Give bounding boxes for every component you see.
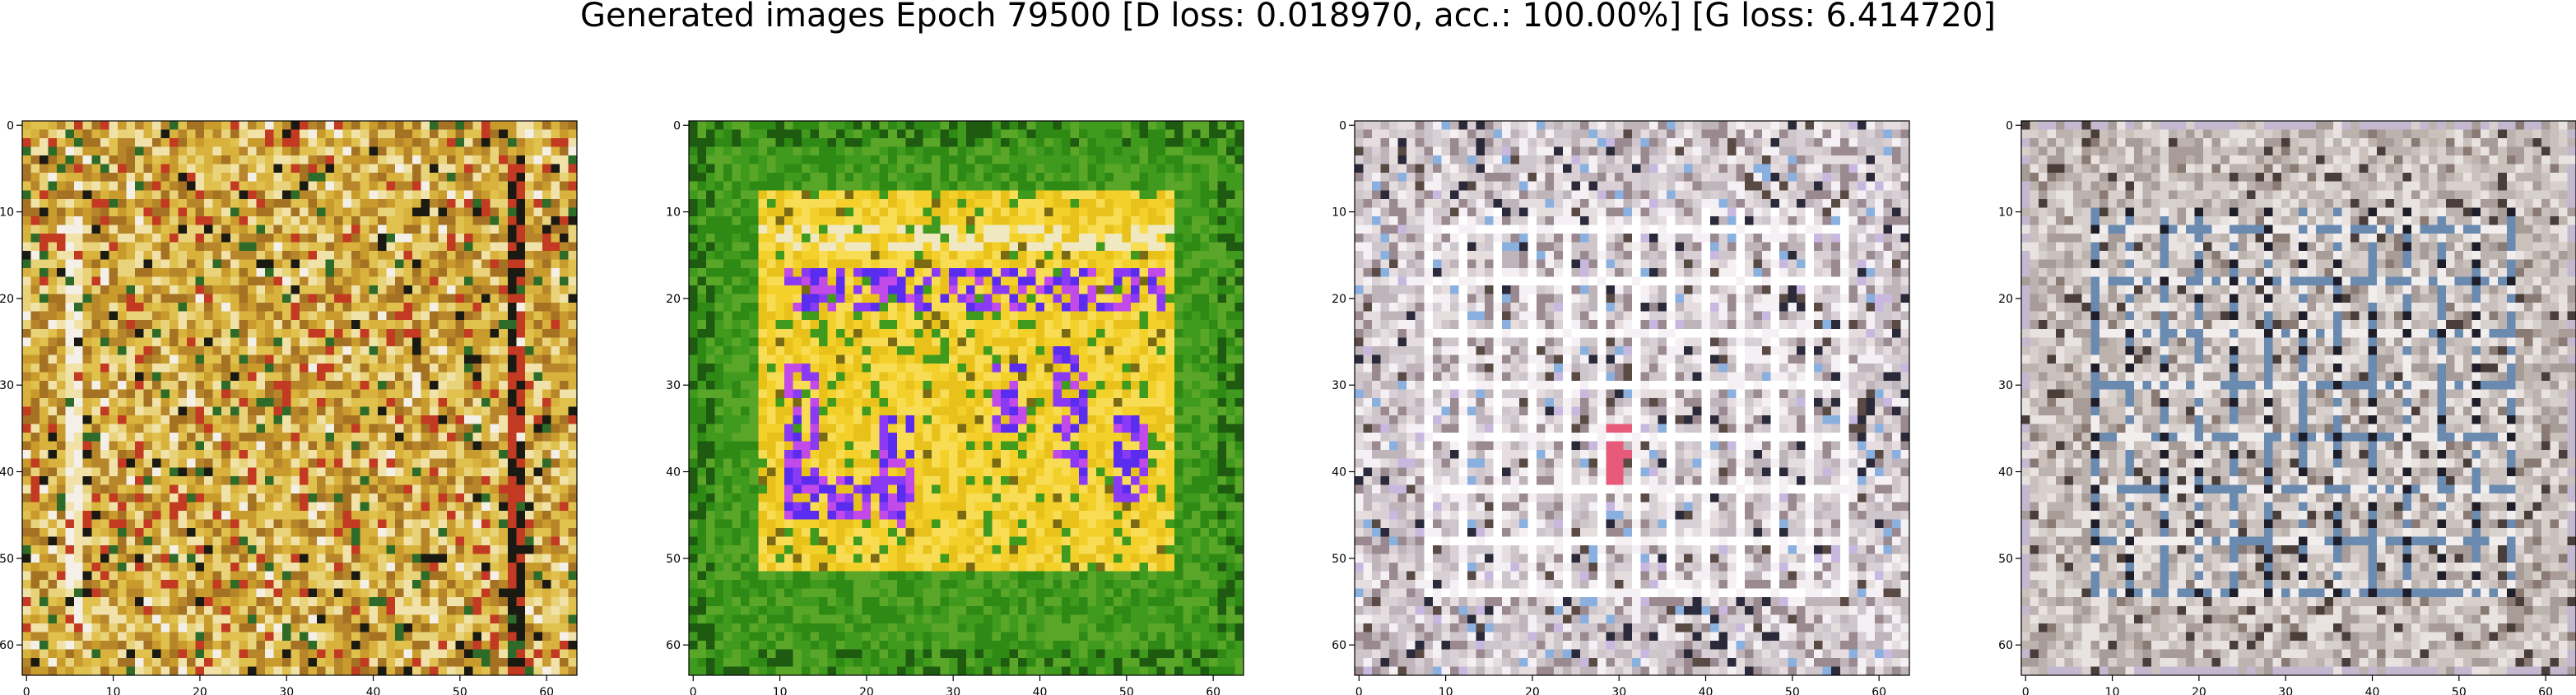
x-tick-label: 30 <box>946 686 960 695</box>
y-tick-label: 50 <box>1998 553 2013 566</box>
generated-image-2: 0 10 20 30 40 50 60 0 10 20 30 40 50 60 <box>666 119 1244 695</box>
y-tick-label: 10 <box>1998 206 2013 220</box>
axes-frame <box>688 120 1244 676</box>
x-tick-label: 60 <box>1872 686 1886 695</box>
x-tick-label: 60 <box>539 686 554 695</box>
y-tick-label: 60 <box>1998 639 2013 652</box>
x-tick-label: 40 <box>1033 686 1048 695</box>
y-tick-label: 20 <box>1332 293 1346 306</box>
y-tick-label: 0 <box>2006 119 2013 132</box>
y-tick-label: 20 <box>666 293 681 306</box>
y-tick-label: 30 <box>1998 379 2013 392</box>
y-tick-label: 40 <box>1998 466 2013 480</box>
x-tick-label: 40 <box>1699 686 1713 695</box>
x-tick-label: 50 <box>453 686 467 695</box>
y-tick-label: 40 <box>0 466 14 480</box>
y-tick-label: 60 <box>1332 639 1346 652</box>
x-tick-label: 0 <box>1355 686 1363 695</box>
x-tick-label: 50 <box>1119 686 1134 695</box>
y-tick-label: 0 <box>1339 119 1346 132</box>
x-tick-label: 50 <box>2452 686 2467 695</box>
x-tick-label: 10 <box>106 686 121 695</box>
y-tick-label: 50 <box>0 553 14 566</box>
generated-image-4: 0 10 20 30 40 50 60 0 10 20 30 40 50 60 <box>1998 119 2576 695</box>
y-tick-label: 50 <box>666 553 681 566</box>
x-tick-label: 50 <box>1785 686 1800 695</box>
y-tick-label: 0 <box>673 119 681 132</box>
x-tick-label: 20 <box>859 686 874 695</box>
y-tick-label: 30 <box>0 379 14 392</box>
x-tick-label: 40 <box>2365 686 2380 695</box>
y-tick-label: 10 <box>666 206 681 220</box>
generated-image-3: 0 10 20 30 40 50 60 0 10 20 30 40 50 60 <box>1332 119 1910 695</box>
axes-frame <box>2020 120 2576 676</box>
x-tick-label: 20 <box>1525 686 1540 695</box>
x-tick-label: 30 <box>1611 686 1626 695</box>
y-tick-label: 20 <box>0 293 14 306</box>
x-tick-label: 40 <box>366 686 381 695</box>
y-tick-label: 60 <box>666 639 681 652</box>
x-tick-label: 10 <box>1439 686 1453 695</box>
y-tick-label: 10 <box>0 206 14 220</box>
y-tick-label: 0 <box>7 119 14 132</box>
x-tick-label: 60 <box>1206 686 1221 695</box>
pixel-image <box>1355 121 1910 676</box>
figure-title: Generated images Epoch 79500 [D loss: 0.… <box>579 0 1997 35</box>
x-tick-label: 20 <box>193 686 207 695</box>
generated-image-1: 0 10 20 30 40 50 60 0 10 20 30 40 50 60 <box>0 119 578 695</box>
x-tick-label: 30 <box>2278 686 2293 695</box>
pixel-image <box>2021 121 2576 676</box>
x-tick-label: 20 <box>2192 686 2206 695</box>
y-tick-label: 20 <box>1998 293 2013 306</box>
x-tick-label: 10 <box>2105 686 2120 695</box>
y-tick-label: 30 <box>1332 379 1346 392</box>
y-tick-label: 30 <box>666 379 681 392</box>
y-tick-label: 40 <box>666 466 681 480</box>
x-tick-label: 0 <box>690 686 697 695</box>
y-tick-label: 60 <box>0 639 14 652</box>
y-tick-label: 50 <box>1332 553 1346 566</box>
axes-frame <box>21 120 578 676</box>
y-tick-label: 40 <box>1332 466 1346 480</box>
pixel-image <box>689 121 1244 676</box>
y-tick-label: 10 <box>1332 206 1346 220</box>
x-tick-label: 0 <box>2022 686 2030 695</box>
pixel-image <box>22 121 578 676</box>
axes-frame <box>1354 120 1910 676</box>
x-tick-label: 10 <box>773 686 788 695</box>
x-tick-label: 30 <box>279 686 294 695</box>
x-tick-label: 0 <box>23 686 30 695</box>
x-tick-label: 60 <box>2538 686 2553 695</box>
